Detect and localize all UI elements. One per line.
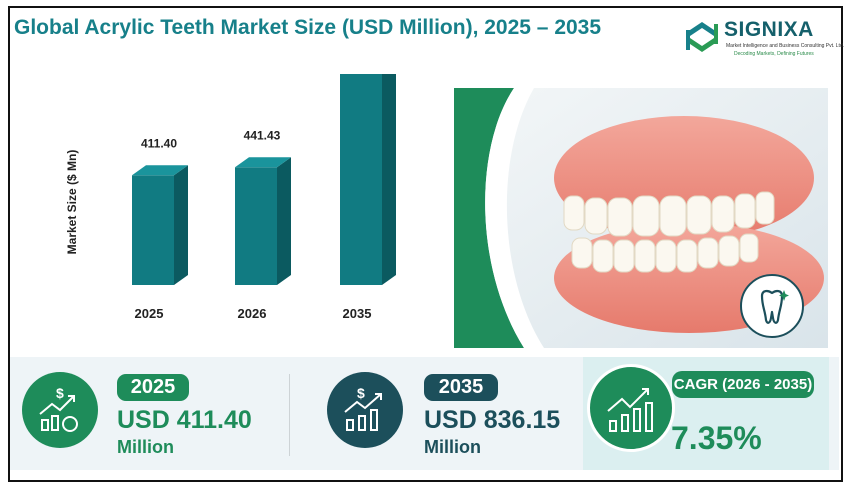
dentures-photo: [454, 88, 828, 348]
stat-2035-unit: Million: [424, 437, 481, 457]
bar-2026: [235, 167, 277, 285]
bar-side-2026: [277, 157, 291, 285]
signixa-logo: SIGNIXA Market Intelligence and Business…: [684, 14, 844, 64]
bar-side-2035: [382, 74, 396, 285]
stat-2025-year: 2025: [117, 374, 189, 401]
stat-2025-circle: $: [22, 372, 98, 448]
dollar-growth-icon: $: [39, 385, 78, 432]
logo-mark-icon: [686, 22, 718, 52]
cagr-value: 7.35%: [671, 420, 762, 456]
bar-chart: Market Size ($ Mn) 411.402025441.4320268…: [65, 74, 396, 321]
cagr-circle: [587, 364, 675, 452]
bar-side-2025: [174, 165, 188, 285]
dollar-growth-icon: $: [344, 385, 382, 431]
bar-2025: [132, 175, 174, 285]
logo-tagline: Market Intelligence and Business Consult…: [726, 43, 845, 49]
stat-2025-value: USD 411.40: [117, 406, 252, 434]
x-tick-2025: 2025: [135, 306, 164, 321]
svg-text:$: $: [357, 385, 365, 401]
stat-2035-circle: $: [327, 372, 403, 448]
x-tick-2035: 2035: [343, 306, 372, 321]
cagr-label: CAGR (2026 - 2035): [672, 371, 814, 398]
stat-2035-value: USD 836.15: [424, 406, 561, 434]
svg-text:$: $: [56, 385, 64, 401]
tooth-badge: [740, 274, 804, 338]
stat-2025-unit: Million: [117, 437, 174, 457]
growth-chart-icon: [607, 388, 653, 432]
data-label-2026: 441.43: [244, 128, 281, 142]
bar-2035: [340, 74, 382, 285]
x-tick-2026: 2026: [238, 306, 267, 321]
y-axis-label: Market Size ($ Mn): [65, 150, 79, 255]
bar-top-2025: [132, 165, 188, 176]
tooth-sparkle-icon: [760, 289, 789, 324]
data-label-2025: 411.40: [141, 136, 177, 150]
logo-slogan: Decoding Markets, Defining Futures: [734, 51, 814, 57]
logo-name: SIGNIXA: [724, 18, 814, 41]
stat-2035-year: 2035: [424, 374, 498, 401]
bar-top-2026: [235, 157, 291, 168]
summary-divider: [289, 374, 290, 456]
page-title: Global Acrylic Teeth Market Size (USD Mi…: [14, 16, 602, 39]
